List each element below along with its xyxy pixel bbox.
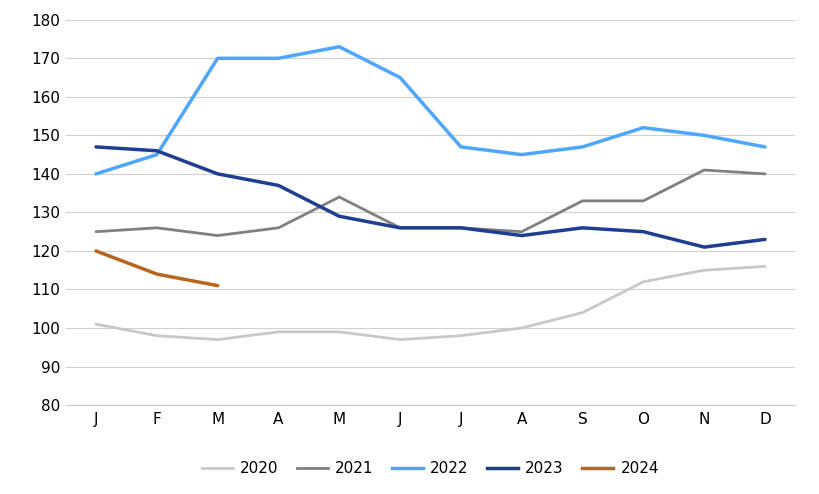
2020 bbox=[455, 333, 465, 339]
2020 bbox=[395, 336, 405, 342]
2020 bbox=[334, 329, 344, 335]
2023 bbox=[516, 233, 526, 239]
2020 bbox=[577, 310, 586, 316]
2023 bbox=[577, 225, 586, 231]
2021 bbox=[334, 194, 344, 200]
2020 bbox=[699, 267, 708, 273]
2021 bbox=[152, 225, 161, 231]
2021 bbox=[395, 225, 405, 231]
2023 bbox=[455, 225, 465, 231]
2021 bbox=[91, 229, 101, 235]
2023 bbox=[274, 182, 283, 188]
2022 bbox=[212, 55, 222, 61]
2021 bbox=[759, 171, 769, 177]
2021 bbox=[638, 198, 648, 204]
2022 bbox=[638, 124, 648, 130]
2023 bbox=[334, 213, 344, 219]
2022 bbox=[516, 152, 526, 158]
2023 bbox=[91, 144, 101, 150]
2023 bbox=[395, 225, 405, 231]
2022 bbox=[699, 132, 708, 138]
2024 bbox=[152, 271, 161, 277]
2023 bbox=[212, 171, 222, 177]
2020 bbox=[274, 329, 283, 335]
2021 bbox=[577, 198, 586, 204]
2022 bbox=[577, 144, 586, 150]
2023 bbox=[699, 244, 708, 250]
2021 bbox=[212, 233, 222, 239]
2020 bbox=[91, 321, 101, 327]
2021 bbox=[274, 225, 283, 231]
2022 bbox=[395, 75, 405, 81]
2022 bbox=[152, 152, 161, 158]
2022 bbox=[91, 171, 101, 177]
Line: 2023: 2023 bbox=[96, 147, 764, 247]
Line: 2024: 2024 bbox=[96, 251, 217, 286]
2020 bbox=[516, 325, 526, 331]
2024 bbox=[91, 248, 101, 254]
Line: 2022: 2022 bbox=[96, 47, 764, 174]
Line: 2021: 2021 bbox=[96, 170, 764, 236]
2020 bbox=[152, 333, 161, 339]
Legend: 2020, 2021, 2022, 2023, 2024: 2020, 2021, 2022, 2023, 2024 bbox=[196, 455, 664, 482]
2024 bbox=[212, 283, 222, 288]
2023 bbox=[638, 229, 648, 235]
2020 bbox=[212, 336, 222, 342]
2021 bbox=[455, 225, 465, 231]
2021 bbox=[516, 229, 526, 235]
Line: 2020: 2020 bbox=[96, 266, 764, 339]
2022 bbox=[334, 44, 344, 50]
2022 bbox=[455, 144, 465, 150]
2021 bbox=[699, 167, 708, 173]
2023 bbox=[759, 237, 769, 243]
2020 bbox=[759, 263, 769, 269]
2023 bbox=[152, 148, 161, 154]
2022 bbox=[274, 55, 283, 61]
2022 bbox=[759, 144, 769, 150]
2020 bbox=[638, 279, 648, 285]
